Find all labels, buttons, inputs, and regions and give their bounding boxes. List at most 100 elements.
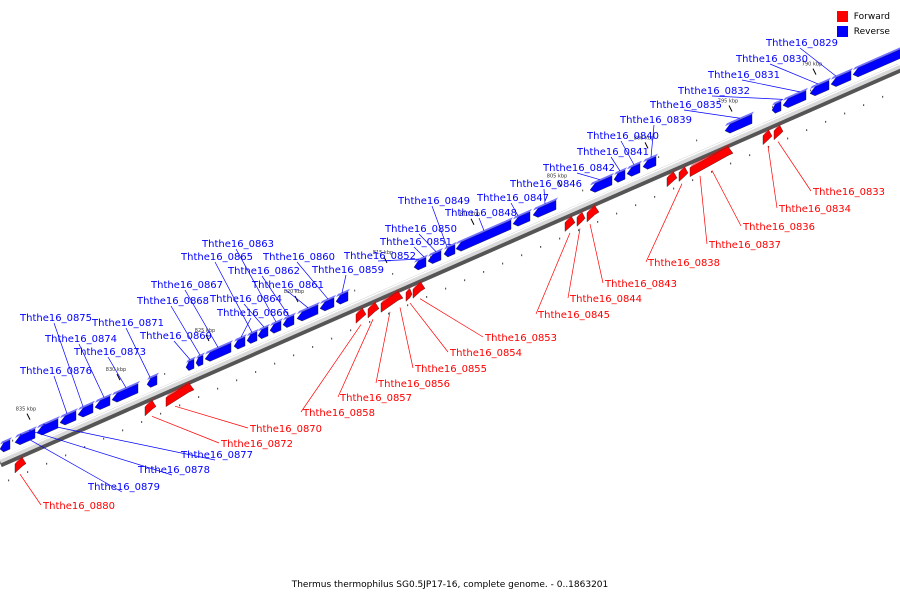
- leader-line: [510, 202, 519, 216]
- gene-label-reverse: Ththe16_0861: [251, 280, 324, 291]
- gene-label-reverse: Ththe16_0877: [180, 450, 253, 461]
- leader-line: [174, 405, 249, 429]
- minor-tick: [27, 471, 29, 473]
- forward-gene-arrow-top: [679, 164, 687, 173]
- forward-gene-arrow: [412, 281, 426, 299]
- tick-label: 810 kbp: [460, 212, 480, 218]
- tick-mark: [294, 295, 299, 303]
- reverse-gene-arrow-top: [444, 241, 457, 250]
- forward-gene-arrow-top: [763, 127, 771, 136]
- reverse-gene-arrow-top: [234, 333, 247, 342]
- tick-label: 820 kbp: [284, 289, 304, 295]
- forward-gene-arrow-top: [774, 122, 782, 131]
- gene-label-reverse: Ththe16_0848: [444, 208, 517, 219]
- reverse-gene-arrow: [532, 200, 557, 218]
- forward-gene-arrow: [678, 166, 689, 182]
- leader-line: [711, 95, 784, 100]
- leader-line: [777, 141, 812, 192]
- reverse-gene-arrow: [771, 101, 782, 114]
- minor-tick: [768, 145, 770, 148]
- reverse-gene-arrow-top: [783, 87, 808, 101]
- gene-label-reverse: Ththe16_0829: [765, 38, 838, 49]
- minor-tick: [198, 396, 200, 398]
- forward-gene-arrow-top: [166, 380, 191, 398]
- forward-gene-arrow: [576, 212, 586, 227]
- reverse-gene-arrow: [0, 439, 11, 453]
- gene-label-forward: Ththe16_0837: [708, 240, 781, 251]
- legend-forward-label: Forward: [853, 11, 890, 22]
- reverse-gene-arrow-top: [112, 380, 140, 396]
- gene-label-reverse: Ththe16_0832: [677, 86, 750, 97]
- minor-tick: [844, 112, 846, 115]
- leader-line: [413, 246, 425, 258]
- gene-label-forward: Ththe16_0838: [647, 258, 720, 269]
- gene-label-forward: Ththe16_0833: [812, 187, 885, 198]
- reverse-gene-arrow-top: [320, 294, 336, 305]
- gene-label-forward: Ththe16_0836: [742, 222, 815, 233]
- minor-tick: [160, 412, 162, 415]
- minor-tick: [392, 272, 394, 275]
- leader-line: [107, 356, 127, 388]
- reverse-gene-arrow-top: [643, 153, 658, 163]
- leader-line: [645, 183, 683, 263]
- leader-line: [296, 261, 329, 300]
- leader-line: [285, 289, 309, 309]
- reverse-gene-arrow: [257, 326, 269, 339]
- leader-line: [767, 145, 778, 209]
- reverse-gene-arrow: [233, 336, 246, 350]
- minor-tick: [616, 212, 618, 215]
- minor-tick: [236, 379, 238, 382]
- reverse-gene-arrow: [77, 403, 94, 418]
- reverse-gene-arrow-top: [196, 352, 205, 359]
- leader-line: [431, 205, 448, 247]
- reverse-gene-arrow: [246, 331, 258, 344]
- legend-reverse-label: Reverse: [853, 26, 890, 37]
- gene-label-reverse: Ththe16_0847: [476, 193, 549, 204]
- reverse-gene-arrow-top: [60, 408, 78, 419]
- minor-tick: [445, 287, 447, 290]
- minor-tick: [578, 229, 580, 232]
- minor-tick: [825, 120, 827, 123]
- legend-forward: Forward: [836, 9, 890, 24]
- reverse-gene-arrow: [269, 320, 282, 334]
- gene-label-reverse: Ththe16_0849: [397, 196, 470, 207]
- leader-line: [28, 429, 173, 476]
- minor-tick: [521, 254, 523, 257]
- gene-label-reverse: Ththe16_0850: [384, 224, 457, 235]
- reverse-gene-arrow: [626, 163, 641, 177]
- reverse-gene-arrow: [512, 211, 531, 227]
- forward-gene-arrow: [762, 129, 773, 146]
- leader-line: [535, 232, 571, 315]
- leader-line: [300, 324, 362, 413]
- gene-label-forward: Ththe16_0855: [414, 364, 487, 375]
- gene-label-reverse: Ththe16_0846: [509, 179, 582, 190]
- tick-mark: [728, 105, 733, 112]
- minor-tick: [369, 321, 371, 323]
- reverse-gene-arrow-top: [186, 356, 196, 363]
- minor-tick: [312, 346, 314, 348]
- reverse-gene-arrow-top: [831, 68, 853, 80]
- reverse-gene-arrow-top: [0, 437, 12, 445]
- reverse-gene-arrow-top: [772, 98, 783, 106]
- reverse-gene-arrow: [195, 355, 204, 367]
- minor-tick: [882, 95, 884, 98]
- tick-mark: [26, 413, 31, 420]
- gene-label-reverse: Ththe16_0871: [91, 318, 164, 329]
- forward-gene-arrow-top: [406, 285, 412, 293]
- reverse-strand-genes: [0, 47, 900, 453]
- gene-label-reverse: Ththe16_0874: [44, 334, 117, 345]
- reverse-gene-arrow: [852, 49, 900, 78]
- reverse-gene-arrow: [413, 257, 427, 271]
- minor-tick: [331, 337, 333, 340]
- tick-label: 825 kbp: [195, 328, 215, 334]
- minor-tick: [654, 195, 656, 198]
- minor-tick: [810, 89, 812, 92]
- leader-line: [576, 172, 601, 181]
- reverse-swatch: [836, 26, 848, 37]
- leader-line: [337, 319, 374, 398]
- reverse-gene-arrow-top: [147, 372, 159, 380]
- leader-line: [341, 274, 347, 293]
- gene-label-reverse: Ththe16_0878: [137, 465, 210, 476]
- tick-mark: [644, 142, 649, 149]
